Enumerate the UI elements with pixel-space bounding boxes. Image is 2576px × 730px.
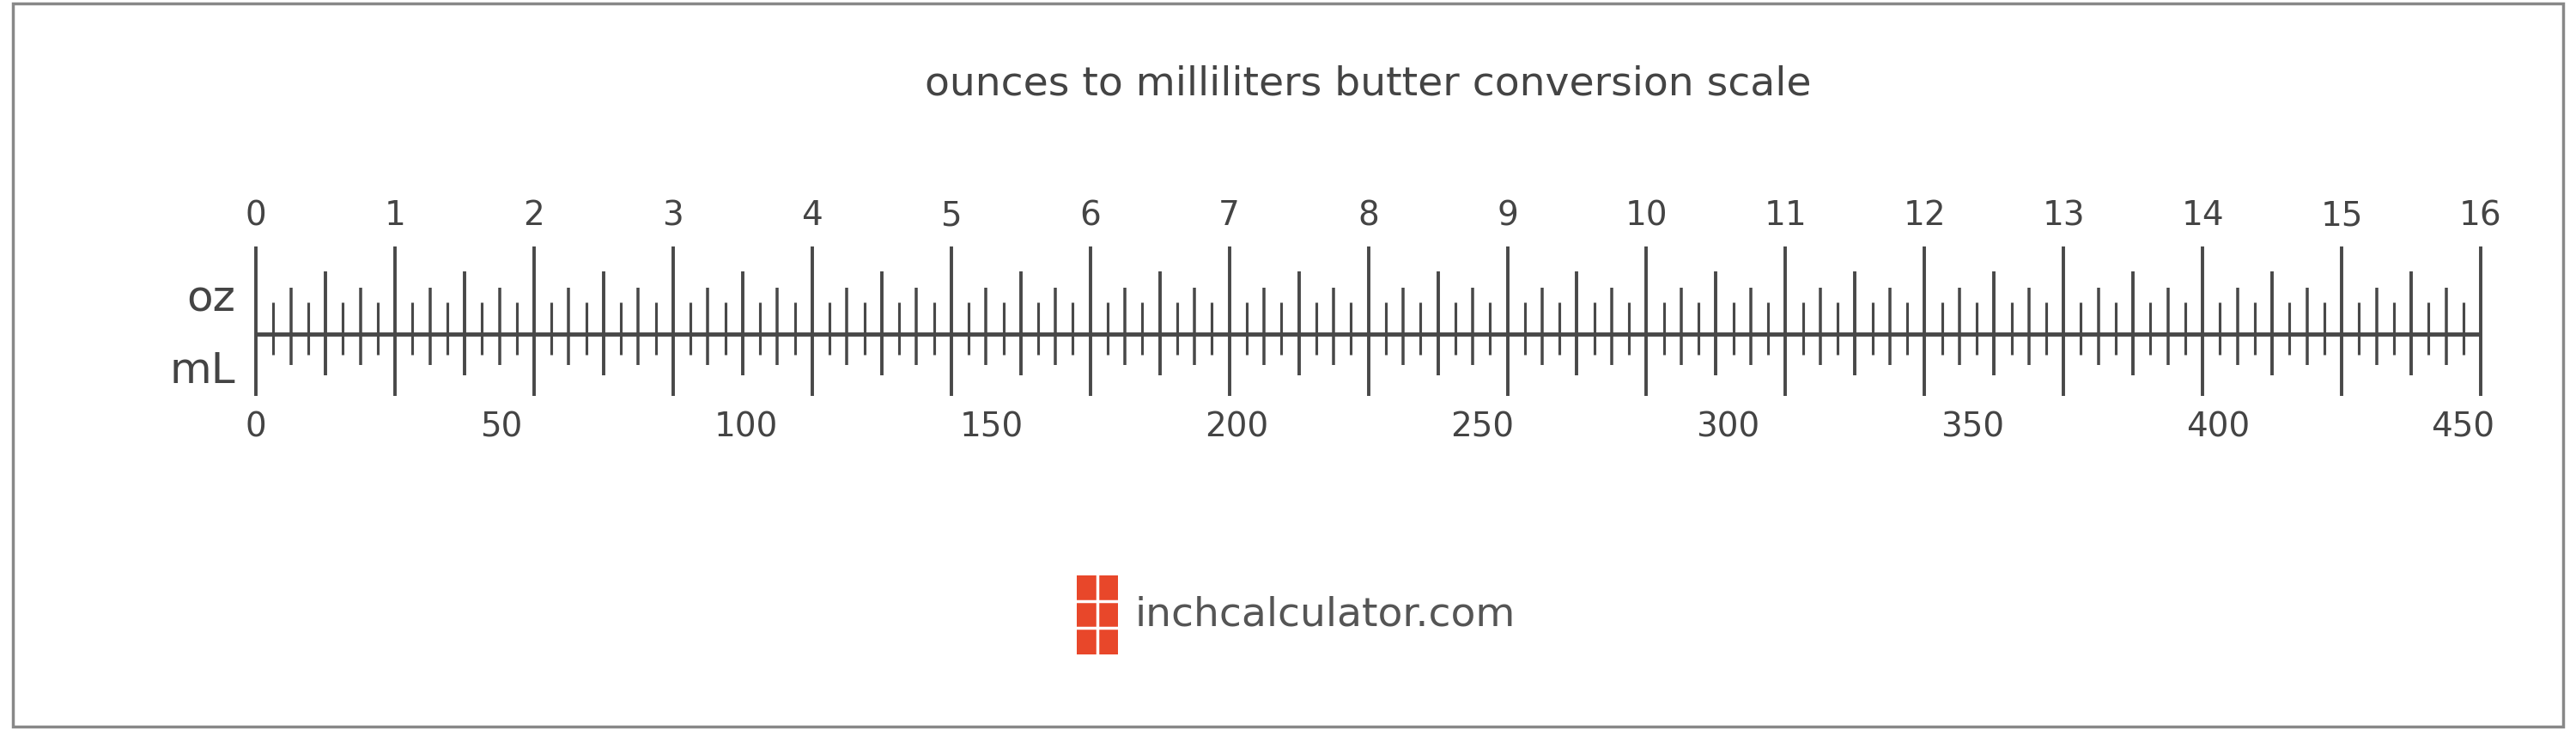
Text: inchcalculator.com: inchcalculator.com [1136,595,1515,634]
Text: 8: 8 [1358,199,1378,232]
Text: 7: 7 [1218,199,1239,232]
Text: 0: 0 [245,411,268,443]
Text: oz: oz [185,278,234,320]
Text: 16: 16 [2460,199,2501,232]
Text: 10: 10 [1625,199,1667,232]
Text: 2: 2 [523,199,544,232]
Text: 250: 250 [1450,411,1515,443]
Text: 15: 15 [2321,199,2362,232]
Text: 200: 200 [1206,411,1270,443]
Text: 4: 4 [801,199,822,232]
Text: 5: 5 [940,199,961,232]
Text: 100: 100 [714,411,778,443]
Text: mL: mL [170,350,234,392]
Text: 350: 350 [1940,411,2004,443]
Text: 1: 1 [384,199,404,232]
Text: 300: 300 [1695,411,1759,443]
Text: 13: 13 [2043,199,2084,232]
Text: 400: 400 [2187,411,2249,443]
Text: 12: 12 [1904,199,1945,232]
Text: 50: 50 [479,411,523,443]
Text: 6: 6 [1079,199,1100,232]
Text: 150: 150 [961,411,1023,443]
Text: 14: 14 [2182,199,2223,232]
Text: 11: 11 [1765,199,1806,232]
Text: ounces to milliliters butter conversion scale: ounces to milliliters butter conversion … [925,65,1811,104]
Text: 450: 450 [2432,411,2496,443]
Text: 0: 0 [245,199,268,232]
Text: 3: 3 [662,199,683,232]
FancyBboxPatch shape [1077,575,1118,654]
Text: 9: 9 [1497,199,1517,232]
